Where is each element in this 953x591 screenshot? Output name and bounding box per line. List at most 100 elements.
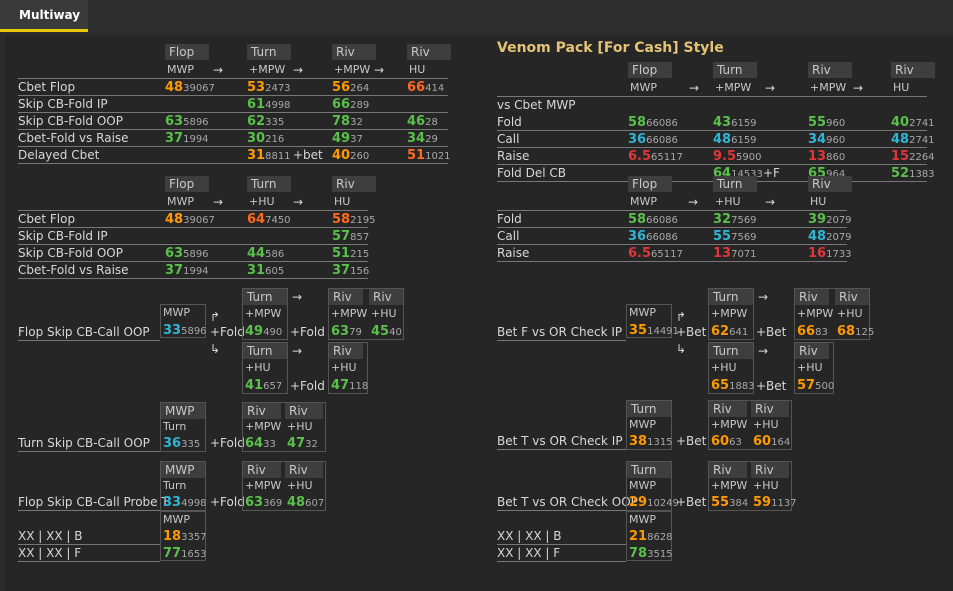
stat-node-box <box>708 461 792 511</box>
stat-percent: 40 <box>891 115 910 130</box>
row-underline <box>497 130 927 131</box>
stat-percent: 68 <box>837 324 856 339</box>
l2-cell: 635896 <box>165 245 209 263</box>
stat-sample-count: 490 <box>263 327 283 338</box>
r2-cell: 5866086 <box>628 211 678 229</box>
stat-percent: 37 <box>165 263 184 278</box>
column-subheader: +HU <box>287 420 313 433</box>
tree-root-stat: 36335 <box>163 435 200 453</box>
stat-percent: 48 <box>165 80 184 95</box>
l1-cell: 318811 <box>247 147 291 165</box>
column-header: Riv <box>751 462 789 478</box>
stat-sample-count: 1315 <box>647 437 673 448</box>
stat-percent: 13 <box>713 246 732 261</box>
stat-percent: 51 <box>332 246 351 261</box>
column-header: Riv <box>285 403 323 419</box>
l1-cell: 66289 <box>332 96 369 114</box>
l1-cell: 4628 <box>407 113 438 131</box>
l2-cell: 4839067 <box>165 211 215 229</box>
tab-multiway[interactable]: Multiway <box>0 0 88 32</box>
column-header: Riv <box>243 462 281 478</box>
stat-percent: 55 <box>711 495 730 510</box>
arrow-right-icon: → <box>293 63 304 77</box>
plus-action-label: +Bet <box>676 325 707 339</box>
column-subheader: +MPW <box>245 420 282 433</box>
column-header: Turn <box>713 62 757 78</box>
stat-sample-count: 7450 <box>265 215 291 226</box>
column-subheader: +MPW <box>715 81 752 94</box>
column-header: Riv <box>751 401 789 417</box>
stat-sample-count: 216 <box>265 134 285 145</box>
stat-sample-count: 335 <box>181 439 201 450</box>
column-subheader: MWP <box>629 479 657 492</box>
stat-percent: 48 <box>713 132 732 147</box>
stat-sample-count: 37 <box>350 134 363 145</box>
stat-percent: 32 <box>713 212 732 227</box>
row-underline <box>497 510 626 511</box>
row-underline <box>497 210 847 211</box>
l1-cell: 56264 <box>332 79 369 97</box>
row-label: XX | XX | F <box>497 546 561 560</box>
stat-percent: 61 <box>247 97 266 112</box>
stat-percent: 45 <box>371 324 390 339</box>
stat-percent: 33 <box>163 323 182 338</box>
tree-root-stat: 3514491 <box>629 322 679 340</box>
l1-cell: 4937 <box>332 130 363 148</box>
column-header: Flop <box>628 62 672 78</box>
r2-cell: 137071 <box>713 245 757 263</box>
column-subheader: +MPW <box>249 63 286 76</box>
column-header: Turn <box>243 343 287 359</box>
column-subheader: +MPW <box>797 307 834 320</box>
stat-node-box <box>794 288 870 340</box>
row-underline <box>18 544 160 545</box>
arrow-right-icon: → <box>292 290 303 304</box>
stat-percent: 36 <box>163 436 182 451</box>
column-subheader: MWP <box>167 63 195 76</box>
column-subheader: HU <box>893 81 910 94</box>
stat-percent: 58 <box>332 212 351 227</box>
tree-branch-stat: 49490 <box>245 323 282 341</box>
column-subheader: +MPW <box>331 307 368 320</box>
stat-sample-count: 14491 <box>647 326 679 337</box>
stat-node-box <box>626 304 672 338</box>
stat-percent: 35 <box>629 323 648 338</box>
stat-percent: 64 <box>247 212 266 227</box>
row-label: Fold <box>497 212 522 226</box>
stat-sample-count: 2741 <box>909 135 935 146</box>
column-subheader: +MPW <box>711 418 748 431</box>
stat-sample-count: 7071 <box>731 249 757 260</box>
arrow-right-icon: → <box>293 195 304 209</box>
stat-sample-count: 66086 <box>646 232 678 243</box>
stat-sample-count: 960 <box>826 118 846 129</box>
column-header: Riv <box>332 44 376 60</box>
r2-cell: 392079 <box>808 211 852 229</box>
column-subheader: Turn <box>163 420 187 433</box>
row-label: Flop Skip CB-Call Probe T <box>18 495 169 509</box>
r1-cell: 5866086 <box>628 114 678 132</box>
tree-leaf-stat: 6683 <box>797 323 828 341</box>
stat-sample-count: 2264 <box>909 152 935 163</box>
l2-cell: 57857 <box>332 228 369 246</box>
l2-cell: 51215 <box>332 245 369 263</box>
stat-sample-count: 63 <box>729 437 742 448</box>
stat-percent: 62 <box>711 324 730 339</box>
r1-cell: 13860 <box>808 148 845 166</box>
l1-cell: 62335 <box>247 113 284 131</box>
row-label: Skip CB-Fold IP <box>18 97 108 111</box>
stat-sample-count: 156 <box>350 266 370 277</box>
row-underline <box>18 451 160 452</box>
stat-sample-count: 5900 <box>736 152 762 163</box>
arrow-up-right-icon: ↱ <box>676 310 687 324</box>
row-underline <box>18 261 368 262</box>
stat-percent: 29 <box>629 495 648 510</box>
tree-leaf-stat: 60164 <box>753 433 790 451</box>
row-label: Bet F vs OR Check IP <box>497 325 623 339</box>
tree-leaf-stat: 48607 <box>287 494 324 512</box>
stat-sample-count: 10249 <box>647 498 679 509</box>
column-header: Riv <box>329 289 363 305</box>
column-subheader: +HU <box>837 307 863 320</box>
column-header: MWP <box>161 462 205 478</box>
stat-node-box <box>160 511 206 561</box>
stat-percent: 43 <box>713 115 732 130</box>
row-label: Skip CB-Fold IP <box>18 229 108 243</box>
